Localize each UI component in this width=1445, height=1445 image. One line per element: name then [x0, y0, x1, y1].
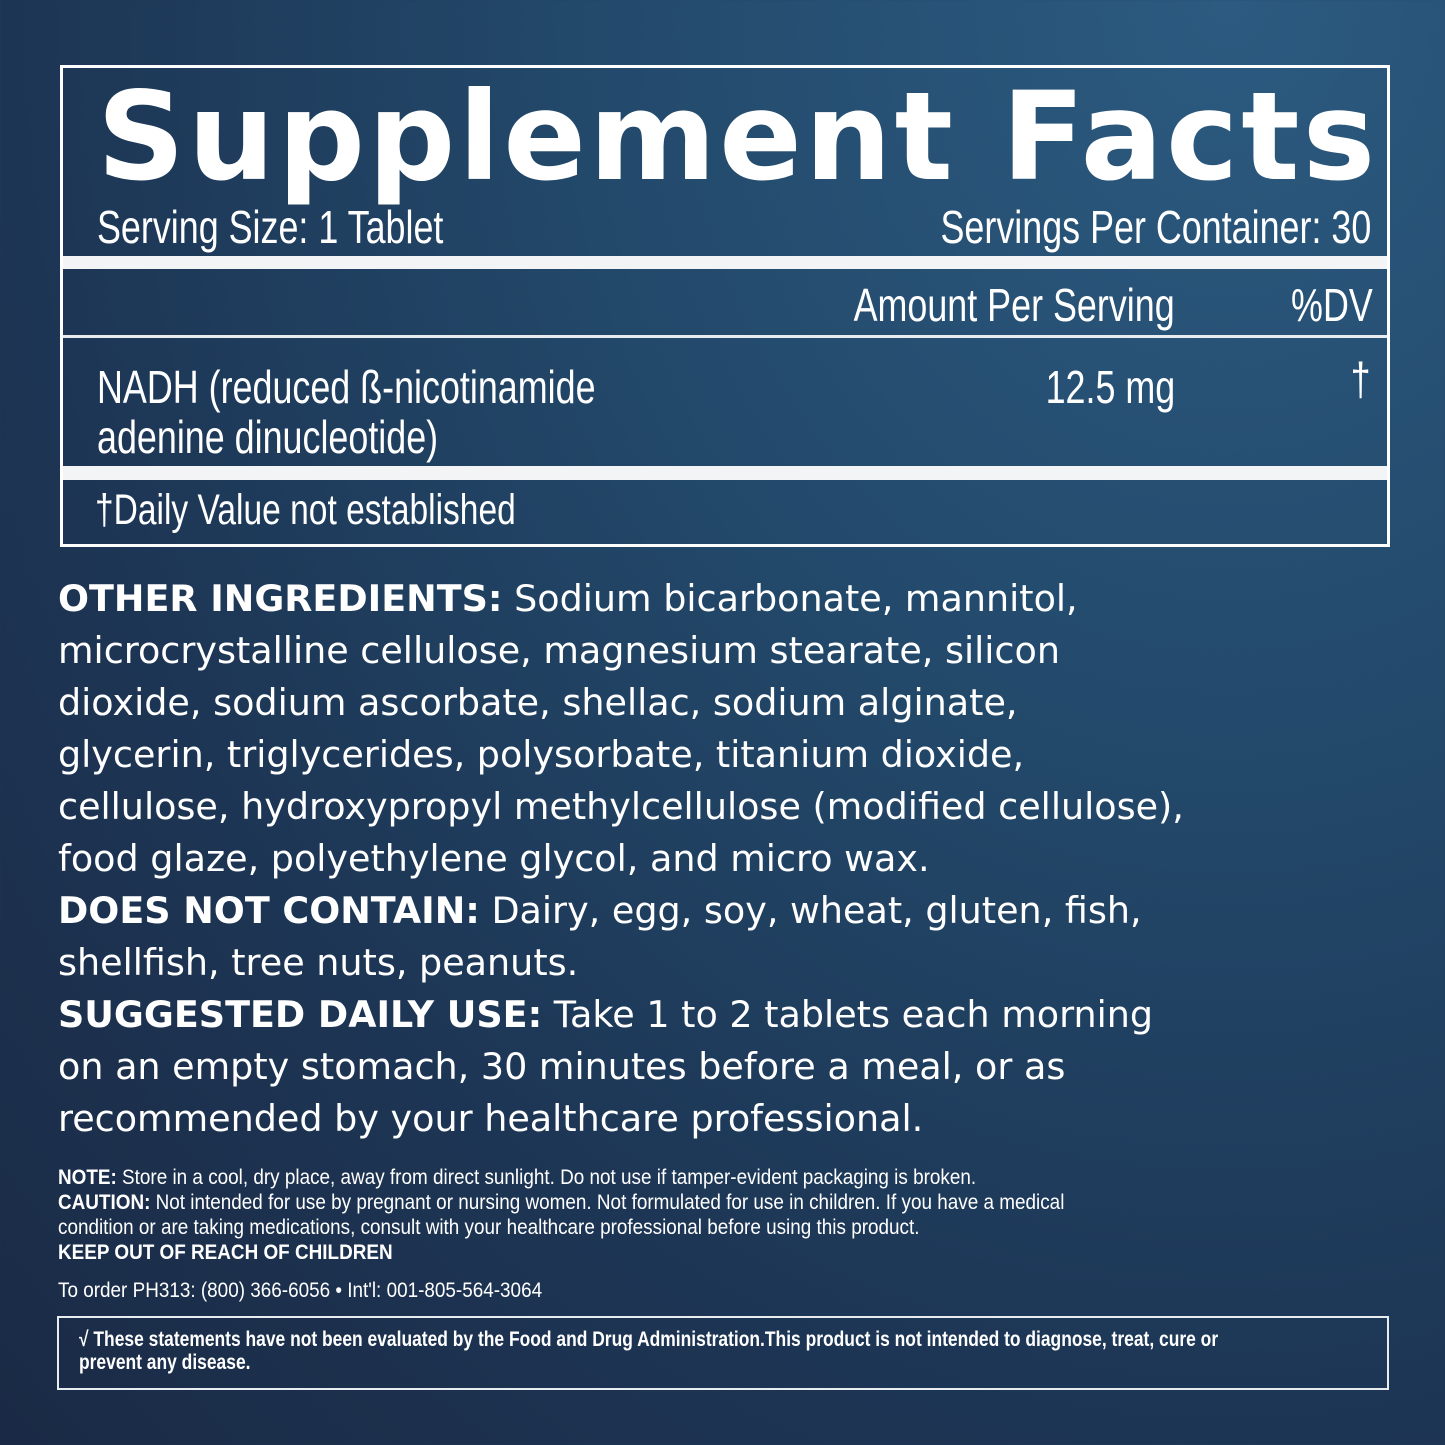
- text-line: cellulose, hydroxypropyl methylcellulose…: [58, 785, 1184, 828]
- text-line: microcrystalline cellulose, magnesium st…: [58, 629, 1060, 672]
- divider-thin: [63, 335, 1387, 338]
- text-line: Sodium bicarbonate, mannitol,: [502, 577, 1078, 620]
- caution-text: Not intended for use by pregnant or nurs…: [150, 1191, 1065, 1214]
- ingredient-name-cont: adenine dinucleotide): [97, 411, 439, 463]
- text-line: shellfish, tree nuts, peanuts.: [58, 941, 579, 984]
- serving-size: Serving Size: 1 Tablet: [97, 201, 444, 253]
- warnings: NOTE: Store in a cool, dry place, away f…: [58, 1165, 1176, 1265]
- text-line: glycerin, triglycerides, polysorbate, ti…: [58, 733, 1025, 776]
- order-info: To order PH313: (800) 366-6056 • Int'l: …: [58, 1279, 543, 1302]
- dv-footnote: †Daily Value not established: [95, 486, 516, 534]
- note-text: Store in a cool, dry place, away from di…: [116, 1166, 977, 1189]
- panel-title: Supplement Facts: [97, 66, 1379, 208]
- amount-per-serving-header: Amount Per Serving: [853, 279, 1175, 331]
- ingredient-name: NADH (reduced ß-nicotinamide: [97, 361, 596, 413]
- divider-thick: [63, 466, 1387, 480]
- dv-header: %DV: [1291, 279, 1373, 331]
- text-line: food glaze, polyethylene glycol, and mic…: [58, 837, 930, 880]
- ingredient-dv: †: [1351, 353, 1371, 405]
- suggested-use-label: SUGGESTED DAILY USE:: [58, 993, 543, 1036]
- other-ingredients: OTHER INGREDIENTS: Sodium bicarbonate, m…: [58, 573, 1184, 1145]
- text-line: Take 1 to 2 tablets each morning: [542, 993, 1154, 1036]
- text-line: dioxide, sodium ascorbate, shellac, sodi…: [58, 681, 1018, 724]
- supplement-facts-panel: Supplement Facts Serving Size: 1 Tablet …: [60, 65, 1390, 547]
- disclaimer-text: √ These statements have not been evaluat…: [79, 1328, 1219, 1351]
- other-ingredients-label: OTHER INGREDIENTS:: [58, 577, 503, 620]
- servings-per-container: Servings Per Container: 30: [940, 201, 1371, 253]
- keep-out-warning: KEEP OUT OF REACH OF CHILDREN: [58, 1241, 393, 1264]
- divider-thick: [63, 256, 1387, 269]
- does-not-contain-label: DOES NOT CONTAIN:: [58, 889, 480, 932]
- text-line: Dairy, egg, soy, wheat, gluten, fish,: [479, 889, 1142, 932]
- caution-text: condition or are taking medications, con…: [58, 1216, 920, 1239]
- text-line: recommended by your healthcare professio…: [58, 1097, 924, 1140]
- note-label: NOTE:: [58, 1166, 117, 1189]
- text-line: on an empty stomach, 30 minutes before a…: [58, 1045, 1066, 1088]
- fda-disclaimer-box: √ These statements have not been evaluat…: [57, 1316, 1389, 1390]
- disclaimer-text: prevent any disease.: [79, 1351, 251, 1374]
- ingredient-amount: 12.5 mg: [1045, 361, 1175, 413]
- caution-label: CAUTION:: [58, 1191, 151, 1214]
